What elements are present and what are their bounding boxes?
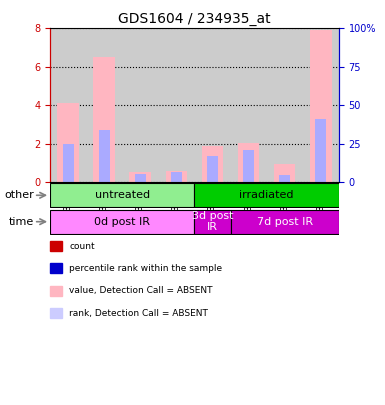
- Bar: [279, 175, 290, 182]
- Bar: [50, 28, 86, 182]
- Bar: [122, 28, 158, 182]
- FancyBboxPatch shape: [231, 210, 339, 234]
- Bar: [266, 28, 303, 182]
- Text: time: time: [8, 217, 34, 227]
- FancyBboxPatch shape: [50, 183, 194, 207]
- FancyBboxPatch shape: [194, 183, 339, 207]
- Bar: [207, 156, 218, 182]
- Text: 7d post IR: 7d post IR: [256, 217, 313, 227]
- Text: irradiated: irradiated: [239, 190, 294, 200]
- Bar: [99, 130, 110, 182]
- Text: untreated: untreated: [95, 190, 150, 200]
- Title: GDS1604 / 234935_at: GDS1604 / 234935_at: [118, 12, 271, 26]
- Bar: [238, 143, 259, 182]
- Bar: [274, 164, 296, 182]
- Bar: [231, 28, 266, 182]
- Bar: [194, 28, 231, 182]
- Bar: [166, 171, 187, 182]
- Bar: [135, 175, 146, 182]
- FancyBboxPatch shape: [194, 210, 231, 234]
- Bar: [86, 28, 122, 182]
- Bar: [63, 144, 74, 182]
- Bar: [129, 173, 151, 182]
- Text: 3d post
IR: 3d post IR: [192, 211, 233, 232]
- Bar: [315, 119, 326, 182]
- Text: value, Detection Call = ABSENT: value, Detection Call = ABSENT: [69, 286, 213, 295]
- Text: count: count: [69, 242, 95, 251]
- FancyBboxPatch shape: [50, 210, 194, 234]
- Bar: [171, 173, 182, 182]
- Bar: [243, 150, 254, 182]
- Text: 0d post IR: 0d post IR: [94, 217, 150, 227]
- Text: percentile rank within the sample: percentile rank within the sample: [69, 264, 223, 273]
- Bar: [158, 28, 194, 182]
- Bar: [303, 28, 339, 182]
- Bar: [310, 30, 331, 182]
- Text: other: other: [4, 190, 34, 200]
- Bar: [202, 145, 223, 182]
- Text: rank, Detection Call = ABSENT: rank, Detection Call = ABSENT: [69, 309, 208, 318]
- Bar: [94, 57, 115, 182]
- Bar: [57, 103, 79, 182]
